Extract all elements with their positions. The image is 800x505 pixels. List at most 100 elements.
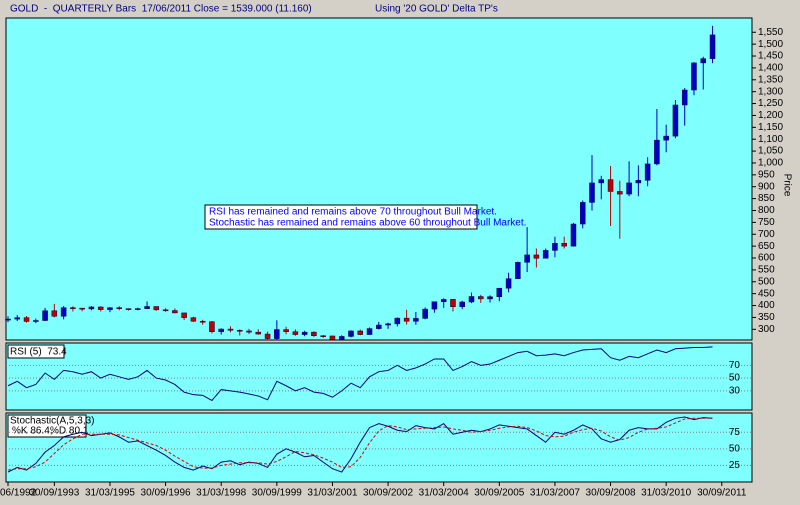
candle-body bbox=[431, 301, 438, 310]
series-line bbox=[7, 416, 713, 473]
candle-body bbox=[635, 180, 642, 184]
chart-title: GOLD - QUARTERLY Bars 17/06/2011 Close =… bbox=[10, 4, 312, 15]
candle-body bbox=[542, 250, 549, 259]
stochastic-panel bbox=[5, 412, 753, 483]
legend-entry: %K 86.4, bbox=[12, 426, 53, 437]
candle-body bbox=[487, 296, 493, 300]
y-tick-label: 1,500 bbox=[758, 39, 783, 50]
candle-body bbox=[691, 62, 697, 91]
candle-body bbox=[70, 307, 76, 309]
candle-body bbox=[190, 317, 197, 322]
y-tick-label: 400 bbox=[758, 300, 775, 311]
candle-body bbox=[440, 299, 447, 302]
y-tick-label: 1,550 bbox=[758, 27, 783, 38]
candle-body bbox=[283, 329, 289, 332]
candle-body bbox=[496, 287, 503, 297]
y-tick-label: 1,150 bbox=[758, 122, 783, 133]
x-tick-label: 30/09/2002 bbox=[363, 488, 413, 499]
candle-body bbox=[88, 306, 95, 310]
candle-body bbox=[292, 331, 299, 335]
x-tick-label: 31/03/2007 bbox=[530, 488, 580, 499]
candle-body bbox=[533, 254, 540, 259]
x-tick-label: 06/1992 bbox=[0, 488, 37, 499]
candle-body bbox=[357, 330, 364, 335]
candle-body bbox=[264, 333, 271, 339]
y-tick-label: 1,200 bbox=[758, 110, 783, 121]
x-tick-label: 30/09/2008 bbox=[586, 488, 636, 499]
candle-body bbox=[255, 331, 262, 335]
candle-body bbox=[589, 182, 595, 203]
y-tick-label: 1,350 bbox=[758, 74, 783, 85]
candle-body bbox=[5, 318, 11, 321]
x-tick-label: 30/09/2005 bbox=[474, 488, 524, 499]
y-tick-label: 800 bbox=[758, 205, 775, 216]
series-line bbox=[7, 417, 713, 471]
candle-body bbox=[14, 317, 21, 320]
y-tick-label: 300 bbox=[758, 324, 775, 335]
candle-body bbox=[97, 306, 104, 310]
y-tick-label: 1,400 bbox=[758, 63, 783, 74]
candle-body bbox=[51, 310, 58, 317]
panel-title: Stochastic(A,5,3,3) bbox=[10, 416, 94, 427]
candle-body bbox=[172, 310, 178, 314]
x-tick-label: 31/03/2001 bbox=[307, 488, 357, 499]
y-tick-label: 1,450 bbox=[758, 51, 783, 62]
candle-body bbox=[478, 296, 484, 300]
candle-body bbox=[468, 296, 475, 303]
candle-body bbox=[681, 89, 688, 106]
candle-body bbox=[366, 328, 373, 335]
candle-body bbox=[413, 318, 419, 322]
y-tick-label: 750 bbox=[758, 217, 775, 228]
y-tick-label: 50 bbox=[729, 373, 741, 384]
y-tick-label: 600 bbox=[758, 253, 775, 264]
candle-body bbox=[700, 58, 706, 64]
y-tick-label: 30 bbox=[729, 385, 741, 396]
y-tick-label: 1,100 bbox=[758, 134, 783, 145]
candle-body bbox=[598, 179, 605, 184]
candle-body bbox=[626, 182, 632, 195]
candle-body bbox=[570, 223, 577, 247]
candle-body bbox=[60, 307, 67, 317]
y-tick-label: 950 bbox=[758, 169, 775, 180]
annotation: Stochastic has remained and remains abov… bbox=[209, 218, 526, 229]
candle-body bbox=[579, 202, 586, 225]
candle-body bbox=[209, 321, 215, 332]
candle-body bbox=[107, 307, 113, 310]
x-tick-label: 30/09/1999 bbox=[252, 488, 302, 499]
candle-body bbox=[403, 317, 410, 322]
candle-body bbox=[505, 278, 512, 289]
candle-body bbox=[311, 331, 317, 336]
candle-body bbox=[301, 331, 308, 335]
candle-body bbox=[42, 310, 48, 321]
legend-entry: %D 80.1 bbox=[50, 426, 89, 437]
y-tick-label: 450 bbox=[758, 288, 775, 299]
candle-body bbox=[644, 163, 651, 181]
candle-body bbox=[218, 328, 224, 332]
annotation: RSI has remained and remains above 70 th… bbox=[209, 207, 497, 218]
y-tick-label: 1,050 bbox=[758, 146, 783, 157]
candle-body bbox=[552, 243, 558, 251]
x-tick-label: 31/03/1998 bbox=[196, 488, 246, 499]
candle-body bbox=[227, 328, 234, 331]
candle-body bbox=[33, 320, 39, 322]
candle-body bbox=[246, 330, 252, 333]
candle-body bbox=[274, 329, 280, 339]
candle-body bbox=[394, 317, 401, 325]
y-tick-label: 25 bbox=[729, 460, 741, 471]
y-tick-label: 50 bbox=[729, 443, 741, 454]
candle-body bbox=[79, 307, 85, 310]
legend-box bbox=[7, 344, 65, 359]
candle-body bbox=[348, 330, 354, 337]
candle-body bbox=[329, 335, 336, 340]
x-tick-label: 30/09/1996 bbox=[141, 488, 191, 499]
y-tick-label: 70 bbox=[729, 360, 741, 371]
candle-body bbox=[524, 254, 530, 263]
candle-body bbox=[376, 324, 382, 329]
price-panel bbox=[5, 17, 753, 341]
x-tick-label: 30/09/1993 bbox=[29, 488, 79, 499]
candle-body bbox=[338, 336, 345, 340]
y-tick-label: 650 bbox=[758, 241, 775, 252]
candle-body bbox=[116, 307, 122, 309]
y-tick-label: 550 bbox=[758, 265, 775, 276]
